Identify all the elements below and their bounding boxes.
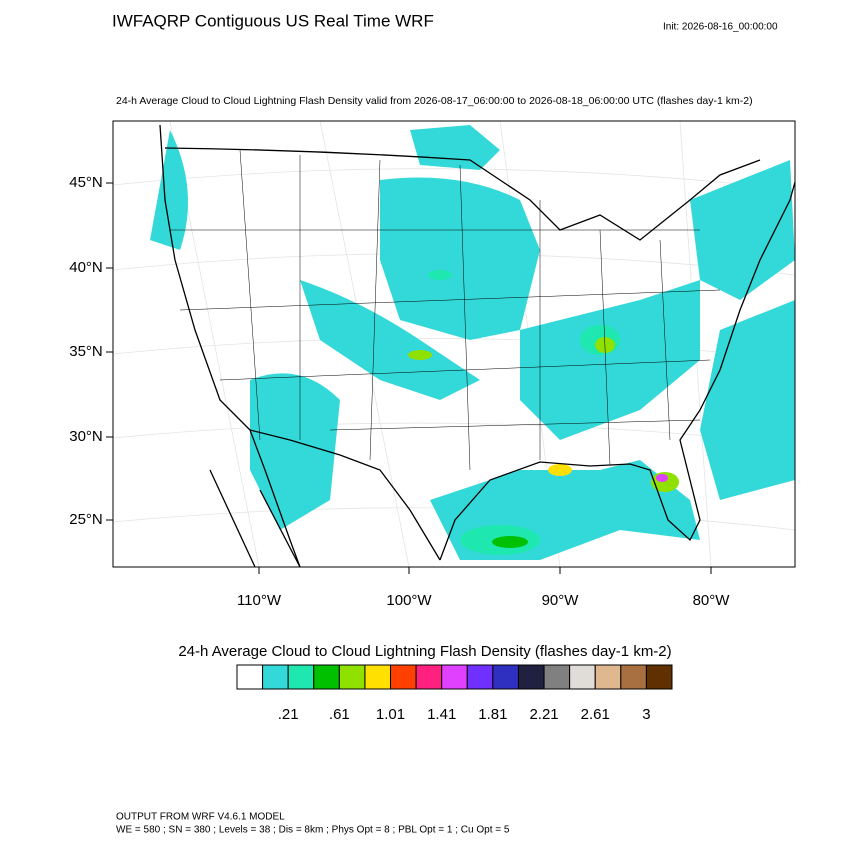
colorbar-label: 1.81 [478, 706, 507, 723]
colorbar-box [466, 664, 494, 690]
colorbar-box [569, 664, 596, 690]
colorbar-label: .21 [278, 706, 299, 723]
lat-label: 30°N [69, 428, 103, 445]
colorbar-box [415, 664, 443, 690]
colorbar-title: 24-h Average Cloud to Cloud Lightning Fl… [178, 643, 671, 660]
colorbar-box [338, 664, 366, 690]
state-lines [170, 149, 721, 471]
colorbar-box [390, 664, 417, 690]
subtitle: 24-h Average Cloud to Cloud Lightning Fl… [116, 95, 753, 107]
lat-label: 45°N [69, 174, 103, 191]
colorbar-box [517, 664, 545, 690]
title: IWFAQRP Contiguous US Real Time WRF [112, 11, 434, 30]
colorbar-box [364, 664, 392, 690]
colorbar-box [594, 664, 622, 690]
colorbar-box [645, 664, 673, 690]
lon-label: 110°W [237, 592, 282, 609]
colorbar: .21 .61 1.01 1.41 1.81 2.21 2.61 3 [236, 664, 673, 723]
colorbar-label: .61 [329, 706, 350, 723]
colorbar-label: 1.41 [427, 706, 456, 723]
lat-label: 25°N [69, 511, 103, 528]
colorbar-label: 3 [642, 706, 650, 723]
colorbar-box [287, 664, 315, 690]
lat-label: 40°N [69, 259, 103, 276]
colorbar-box [313, 664, 340, 690]
colorbar-box [262, 664, 289, 690]
lon-label: 80°W [693, 592, 731, 609]
colorbar-box [441, 664, 468, 690]
colorbar-box [236, 664, 264, 690]
colorbar-box [492, 664, 519, 690]
colorbar-box [620, 664, 647, 690]
lat-label: 35°N [69, 343, 103, 360]
colorbar-box [543, 664, 571, 690]
lon-label: 100°W [386, 592, 432, 609]
map-frame [112, 120, 796, 568]
coastline-and-borders [159, 124, 796, 568]
footer-line: WE = 580 ; SN = 380 ; Levels = 38 ; Dis … [116, 825, 510, 836]
footer-line: OUTPUT FROM WRF V4.6.1 MODEL [116, 812, 285, 823]
map [112, 120, 796, 568]
init-time: Init: 2026-08-16_00:00:00 [663, 22, 778, 33]
colorbar-label: 2.21 [529, 706, 558, 723]
colorbar-label: 1.01 [376, 706, 405, 723]
lon-label: 90°W [542, 592, 580, 609]
colorbar-label: 2.61 [581, 706, 610, 723]
